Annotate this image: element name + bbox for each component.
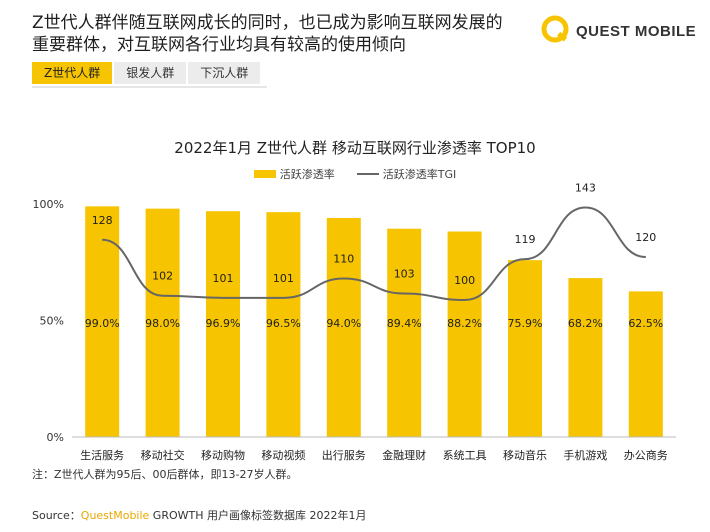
logo: QUEST MOBILE: [540, 14, 696, 48]
tgi-line: [102, 206, 646, 302]
y-tick-label: 100%: [33, 198, 64, 211]
source-prefix: Source：: [32, 509, 81, 522]
category-label: 移动社交: [141, 448, 185, 462]
tgi-value-label: 143: [575, 182, 596, 195]
audience-tabs: Z世代人群 银发人群 下沉人群: [32, 62, 262, 84]
tgi-value-label: 102: [152, 270, 173, 283]
tgi-value-label: 120: [635, 231, 656, 244]
bar-value-label: 89.4%: [387, 317, 422, 330]
headline: Z世代人群伴随互联网成长的同时，也已成为影响互联网发展的重要群体，对互联网各行业…: [32, 13, 503, 55]
bar-value-label: 68.2%: [568, 317, 603, 330]
bar: [266, 212, 301, 437]
tgi-value-label: 119: [515, 233, 536, 246]
bar-value-label: 62.5%: [628, 317, 663, 330]
tgi-value-label: 101: [213, 272, 234, 285]
bar-value-label: 94.0%: [326, 317, 361, 330]
questmobile-logo-icon: [540, 14, 570, 48]
bar: [568, 278, 603, 437]
bar: [447, 231, 482, 437]
chart-legend: 活跃渗透率 活跃渗透率TGI: [0, 166, 710, 182]
tab-silver[interactable]: 银发人群: [114, 62, 187, 84]
legend-line-label: 活跃渗透率TGI: [382, 168, 457, 181]
legend-bar-label: 活跃渗透率: [279, 168, 335, 181]
y-tick-label: 50%: [40, 315, 64, 328]
y-tick-label: 0%: [47, 431, 64, 444]
source-brand: QuestMobile: [80, 509, 150, 522]
bar: [145, 208, 180, 437]
category-label: 出行服务: [322, 448, 366, 462]
legend-line-swatch: [356, 173, 379, 175]
source-rest: GROWTH 用户画像标签数据库 2022年1月: [149, 509, 367, 522]
chart-title: 2022年1月 Z世代人群 移动互联网行业渗透率 TOP10: [174, 139, 536, 157]
tab-lower-tier[interactable]: 下沉人群: [188, 62, 261, 84]
bar: [326, 217, 361, 437]
tab-divider: [32, 86, 267, 88]
tgi-value-label: 100: [454, 274, 475, 287]
bar-value-label: 75.9%: [508, 317, 543, 330]
bar: [387, 228, 422, 437]
footnote: 注：Z世代人群为95后、00后群体，即13-27岁人群。: [32, 468, 298, 481]
category-label: 移动音乐: [503, 448, 547, 462]
category-label: 金融理财: [382, 448, 426, 462]
tgi-value-label: 110: [333, 253, 354, 266]
category-label: 移动购物: [201, 448, 245, 462]
category-label: 移动视频: [261, 448, 305, 462]
bar-value-label: 96.5%: [266, 317, 301, 330]
bar-value-label: 88.2%: [447, 317, 482, 330]
legend-bar-swatch: [253, 170, 276, 178]
category-label: 手机游戏: [563, 448, 607, 462]
category-label: 系统工具: [443, 449, 487, 462]
bar-value-label: 96.9%: [206, 317, 241, 330]
logo-text: QUEST MOBILE: [576, 22, 697, 40]
category-label: 办公商务: [624, 448, 668, 462]
bar-value-label: 98.0%: [145, 317, 180, 330]
tgi-value-label: 103: [394, 268, 415, 281]
tgi-value-label: 128: [92, 214, 113, 227]
source-line: Source：QuestMobile GROWTH 用户画像标签数据库 2022…: [32, 507, 367, 523]
bar: [508, 260, 542, 437]
tgi-value-label: 101: [273, 272, 294, 285]
bar-value-label: 99.0%: [85, 317, 120, 330]
bar: [85, 206, 120, 437]
bar: [628, 291, 663, 437]
category-label: 生活服务: [80, 448, 124, 462]
bar: [206, 211, 240, 437]
tab-gen-z[interactable]: Z世代人群: [32, 62, 113, 84]
